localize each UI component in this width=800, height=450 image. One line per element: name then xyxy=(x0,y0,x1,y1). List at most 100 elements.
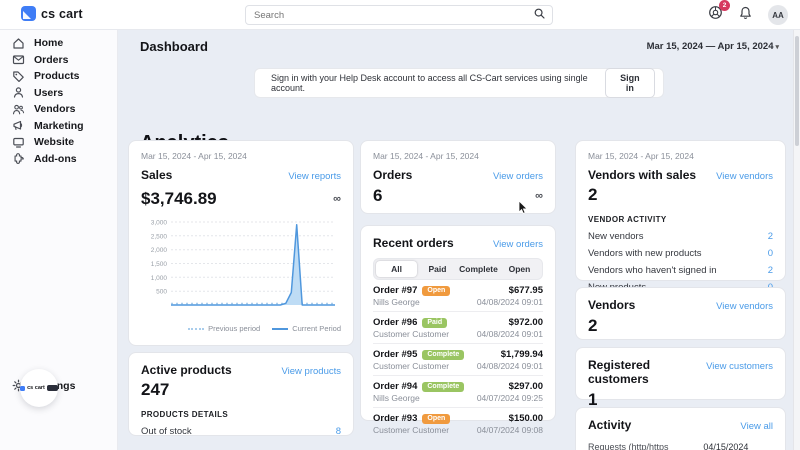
cscart-mini-logo-text: cs cart xyxy=(27,385,45,391)
monitor-icon xyxy=(12,136,25,149)
previous-period-swatch xyxy=(188,328,204,330)
svg-text:1,500: 1,500 xyxy=(151,261,168,268)
view-all-link[interactable]: View all xyxy=(740,421,773,432)
people-icon xyxy=(12,103,25,116)
tag-icon xyxy=(12,70,25,83)
status-badge: Complete xyxy=(422,350,464,360)
order-row[interactable]: Order #96Paid$972.00 Customer Customer04… xyxy=(373,312,543,344)
page-title: Dashboard xyxy=(140,39,208,54)
sales-value: $3,746.89 xyxy=(141,189,217,209)
recent-orders-card: Recent orders View orders All Paid Compl… xyxy=(360,225,556,421)
order-status-tabs: All Paid Complete Open xyxy=(373,258,543,280)
scrollbar-thumb[interactable] xyxy=(795,36,799,146)
cscart-mini-logo-icon xyxy=(20,386,25,391)
vendor-activity-row: New vendors2 xyxy=(588,228,773,245)
sidebar-item-settings[interactable]: Settings xyxy=(0,378,117,395)
cscart-logo[interactable]: cs cart xyxy=(21,6,83,21)
main-content: Dashboard Mar 15, 2024 — Apr 15, 2024▾ S… xyxy=(118,30,800,450)
vendors-card: Vendors View vendors 2 xyxy=(575,287,786,340)
tab-paid[interactable]: Paid xyxy=(417,261,458,277)
tab-complete[interactable]: Complete xyxy=(458,261,499,277)
sidebar-item-label: Products xyxy=(34,70,80,82)
sidebar-item-vendors[interactable]: Vendors xyxy=(0,101,117,118)
view-vendors-link[interactable]: View vendors xyxy=(716,301,773,312)
sidebar: Home Orders Products Users Vendors Marke… xyxy=(0,30,118,450)
view-products-link[interactable]: View products xyxy=(282,366,342,377)
sidebar-item-label: Vendors xyxy=(34,103,75,115)
legend-previous-period: Previous period xyxy=(208,324,260,333)
status-badge: Open xyxy=(422,286,450,296)
vendors-with-sales-value: 2 xyxy=(588,185,597,205)
cscart-logo-icon xyxy=(21,6,36,21)
sales-change-infinity: ∞ xyxy=(333,193,341,205)
vendor-activity-heading: VENDOR ACTIVITY xyxy=(588,215,773,224)
sidebar-item-home[interactable]: Home xyxy=(0,35,117,52)
registered-customers-card: Registered customers View customers 1 xyxy=(575,347,786,400)
activity-card: Activity View all Requests (http/https r… xyxy=(575,407,786,450)
sidebar-item-label: Marketing xyxy=(34,120,84,132)
sidebar-item-website[interactable]: Website xyxy=(0,134,117,151)
activity-title: Activity xyxy=(588,418,631,432)
registered-customers-title: Registered customers xyxy=(588,358,706,386)
activity-row: Requests (http/https request) 04/15/2024… xyxy=(588,442,773,450)
active-products-title: Active products xyxy=(141,363,232,377)
notification-count-badge: 2 xyxy=(719,0,730,11)
orders-change-infinity: ∞ xyxy=(535,190,543,202)
search-input[interactable] xyxy=(246,10,534,21)
view-customers-link[interactable]: View customers xyxy=(706,361,773,372)
svg-text:2,500: 2,500 xyxy=(151,233,168,240)
order-row[interactable]: Order #93Open$150.00 Customer Customer04… xyxy=(373,408,543,439)
tab-all[interactable]: All xyxy=(376,261,417,277)
svg-text:2,000: 2,000 xyxy=(151,247,168,254)
version-pill xyxy=(47,385,58,391)
current-period-swatch xyxy=(272,328,288,330)
sidebar-item-label: Home xyxy=(34,37,63,49)
view-orders-link[interactable]: View orders xyxy=(493,171,543,182)
sidebar-item-addons[interactable]: Add-ons xyxy=(0,151,117,168)
sales-card: Mar 15, 2024 - Apr 15, 2024 Sales View r… xyxy=(128,140,354,346)
view-reports-link[interactable]: View reports xyxy=(288,171,341,182)
cscart-version-badge[interactable]: cs cart xyxy=(20,369,58,407)
orders-card-title: Orders xyxy=(373,168,412,182)
svg-text:1,000: 1,000 xyxy=(151,275,168,282)
order-row[interactable]: Order #97Open$677.95 Nills George04/08/2… xyxy=(373,280,543,312)
view-vendors-link[interactable]: View vendors xyxy=(716,171,773,182)
products-detail-row: Out of stock8 xyxy=(141,423,341,440)
cscart-logo-text: cs cart xyxy=(41,7,83,21)
home-icon xyxy=(12,37,25,50)
order-row[interactable]: Order #95Complete$1,799.94 Customer Cust… xyxy=(373,344,543,376)
search-icon[interactable] xyxy=(534,6,545,24)
products-details-heading: PRODUCTS DETAILS xyxy=(141,410,341,419)
global-search[interactable] xyxy=(245,5,553,25)
orders-card: Mar 15, 2024 - Apr 15, 2024 Orders View … xyxy=(360,140,556,214)
user-avatar[interactable]: AA xyxy=(768,5,788,25)
puzzle-icon xyxy=(12,152,25,165)
order-row[interactable]: Order #94Complete$297.00 Nills George04/… xyxy=(373,376,543,408)
card-date-range: Mar 15, 2024 - Apr 15, 2024 xyxy=(373,151,543,161)
vendors-with-sales-title: Vendors with sales xyxy=(588,168,696,182)
vendors-with-sales-card: Mar 15, 2024 - Apr 15, 2024 Vendors with… xyxy=(575,140,786,281)
active-products-value: 247 xyxy=(141,380,341,400)
vendor-activity-row: Vendors who haven't signed in2 xyxy=(588,262,773,279)
vertical-scrollbar[interactable] xyxy=(793,30,800,450)
sidebar-item-label: Users xyxy=(34,87,63,99)
sidebar-item-users[interactable]: Users xyxy=(0,85,117,102)
sales-card-title: Sales xyxy=(141,168,172,182)
vendors-title: Vendors xyxy=(588,298,635,312)
status-badge: Complete xyxy=(422,382,464,392)
person-icon xyxy=(12,86,25,99)
vendor-activity-row: Vendors with new products0 xyxy=(588,245,773,262)
sidebar-item-products[interactable]: Products xyxy=(0,68,117,85)
helpdesk-banner-text: Sign in with your Help Desk account to a… xyxy=(271,73,605,93)
tab-open[interactable]: Open xyxy=(499,261,540,277)
bell-icon[interactable] xyxy=(739,6,752,25)
help-desk-icon[interactable]: 2 xyxy=(708,5,723,25)
orders-value: 6 xyxy=(373,186,382,206)
sidebar-item-orders[interactable]: Orders xyxy=(0,52,117,69)
view-orders-link[interactable]: View orders xyxy=(493,239,543,250)
date-range-picker[interactable]: Mar 15, 2024 — Apr 15, 2024▾ xyxy=(647,41,779,52)
sign-in-button[interactable]: Sign in xyxy=(605,68,655,98)
sidebar-item-marketing[interactable]: Marketing xyxy=(0,118,117,135)
envelope-icon xyxy=(12,53,25,66)
svg-text:3,000: 3,000 xyxy=(151,220,168,227)
